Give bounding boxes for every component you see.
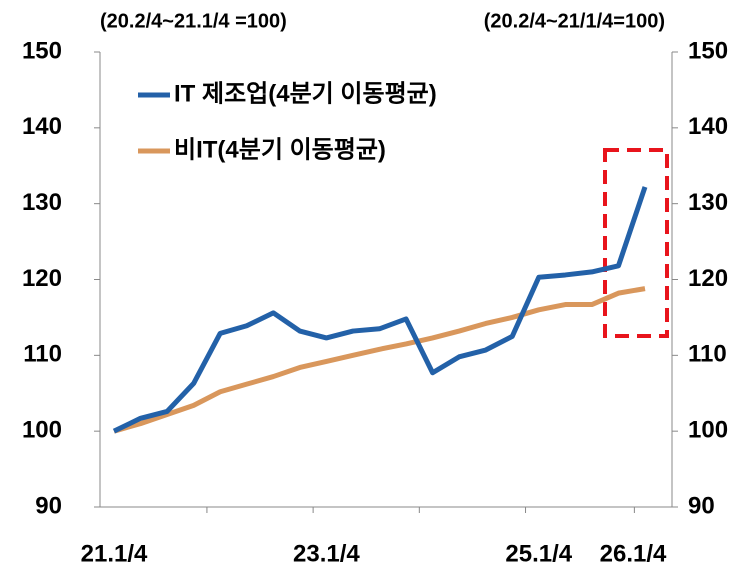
- y-tick-label: 90: [35, 492, 62, 519]
- line-series: [113, 286, 646, 434]
- y-tick-label: 140: [22, 113, 62, 140]
- line-series: [112, 186, 648, 434]
- x-tick-label: 26.1/4: [600, 540, 667, 567]
- x-tick-label: 25.1/4: [505, 540, 572, 567]
- y-tick-label: 130: [22, 189, 62, 216]
- y2-tick-label: 120: [688, 265, 728, 292]
- y-tick-label: 100: [22, 417, 62, 444]
- x-tick-label: 23.1/4: [293, 540, 360, 567]
- y2-tick-label: 140: [688, 113, 728, 140]
- x-tick-label: 21.1/4: [81, 540, 148, 567]
- y2-tick-label: 130: [688, 189, 728, 216]
- y-tick-label: 120: [22, 265, 62, 292]
- legend-label: IT 제조업(4분기 이동평균): [174, 80, 437, 107]
- y2-tick-label: 110: [688, 341, 727, 368]
- y2-tick-label: 150: [688, 37, 728, 64]
- y2-tick-label: 100: [688, 417, 728, 444]
- y2-tick-label: 90: [688, 492, 715, 519]
- y2-axis-label: (20.2/4~21/1/4=100): [484, 10, 665, 32]
- legend-label: 비IT(4분기 이동평균): [174, 136, 386, 163]
- y-tick-label: 150: [22, 37, 62, 64]
- highlight-box: [603, 148, 669, 338]
- y-tick-label: 110: [23, 341, 62, 368]
- y-axis-label: (20.2/4~21.1/4 =100): [100, 10, 287, 32]
